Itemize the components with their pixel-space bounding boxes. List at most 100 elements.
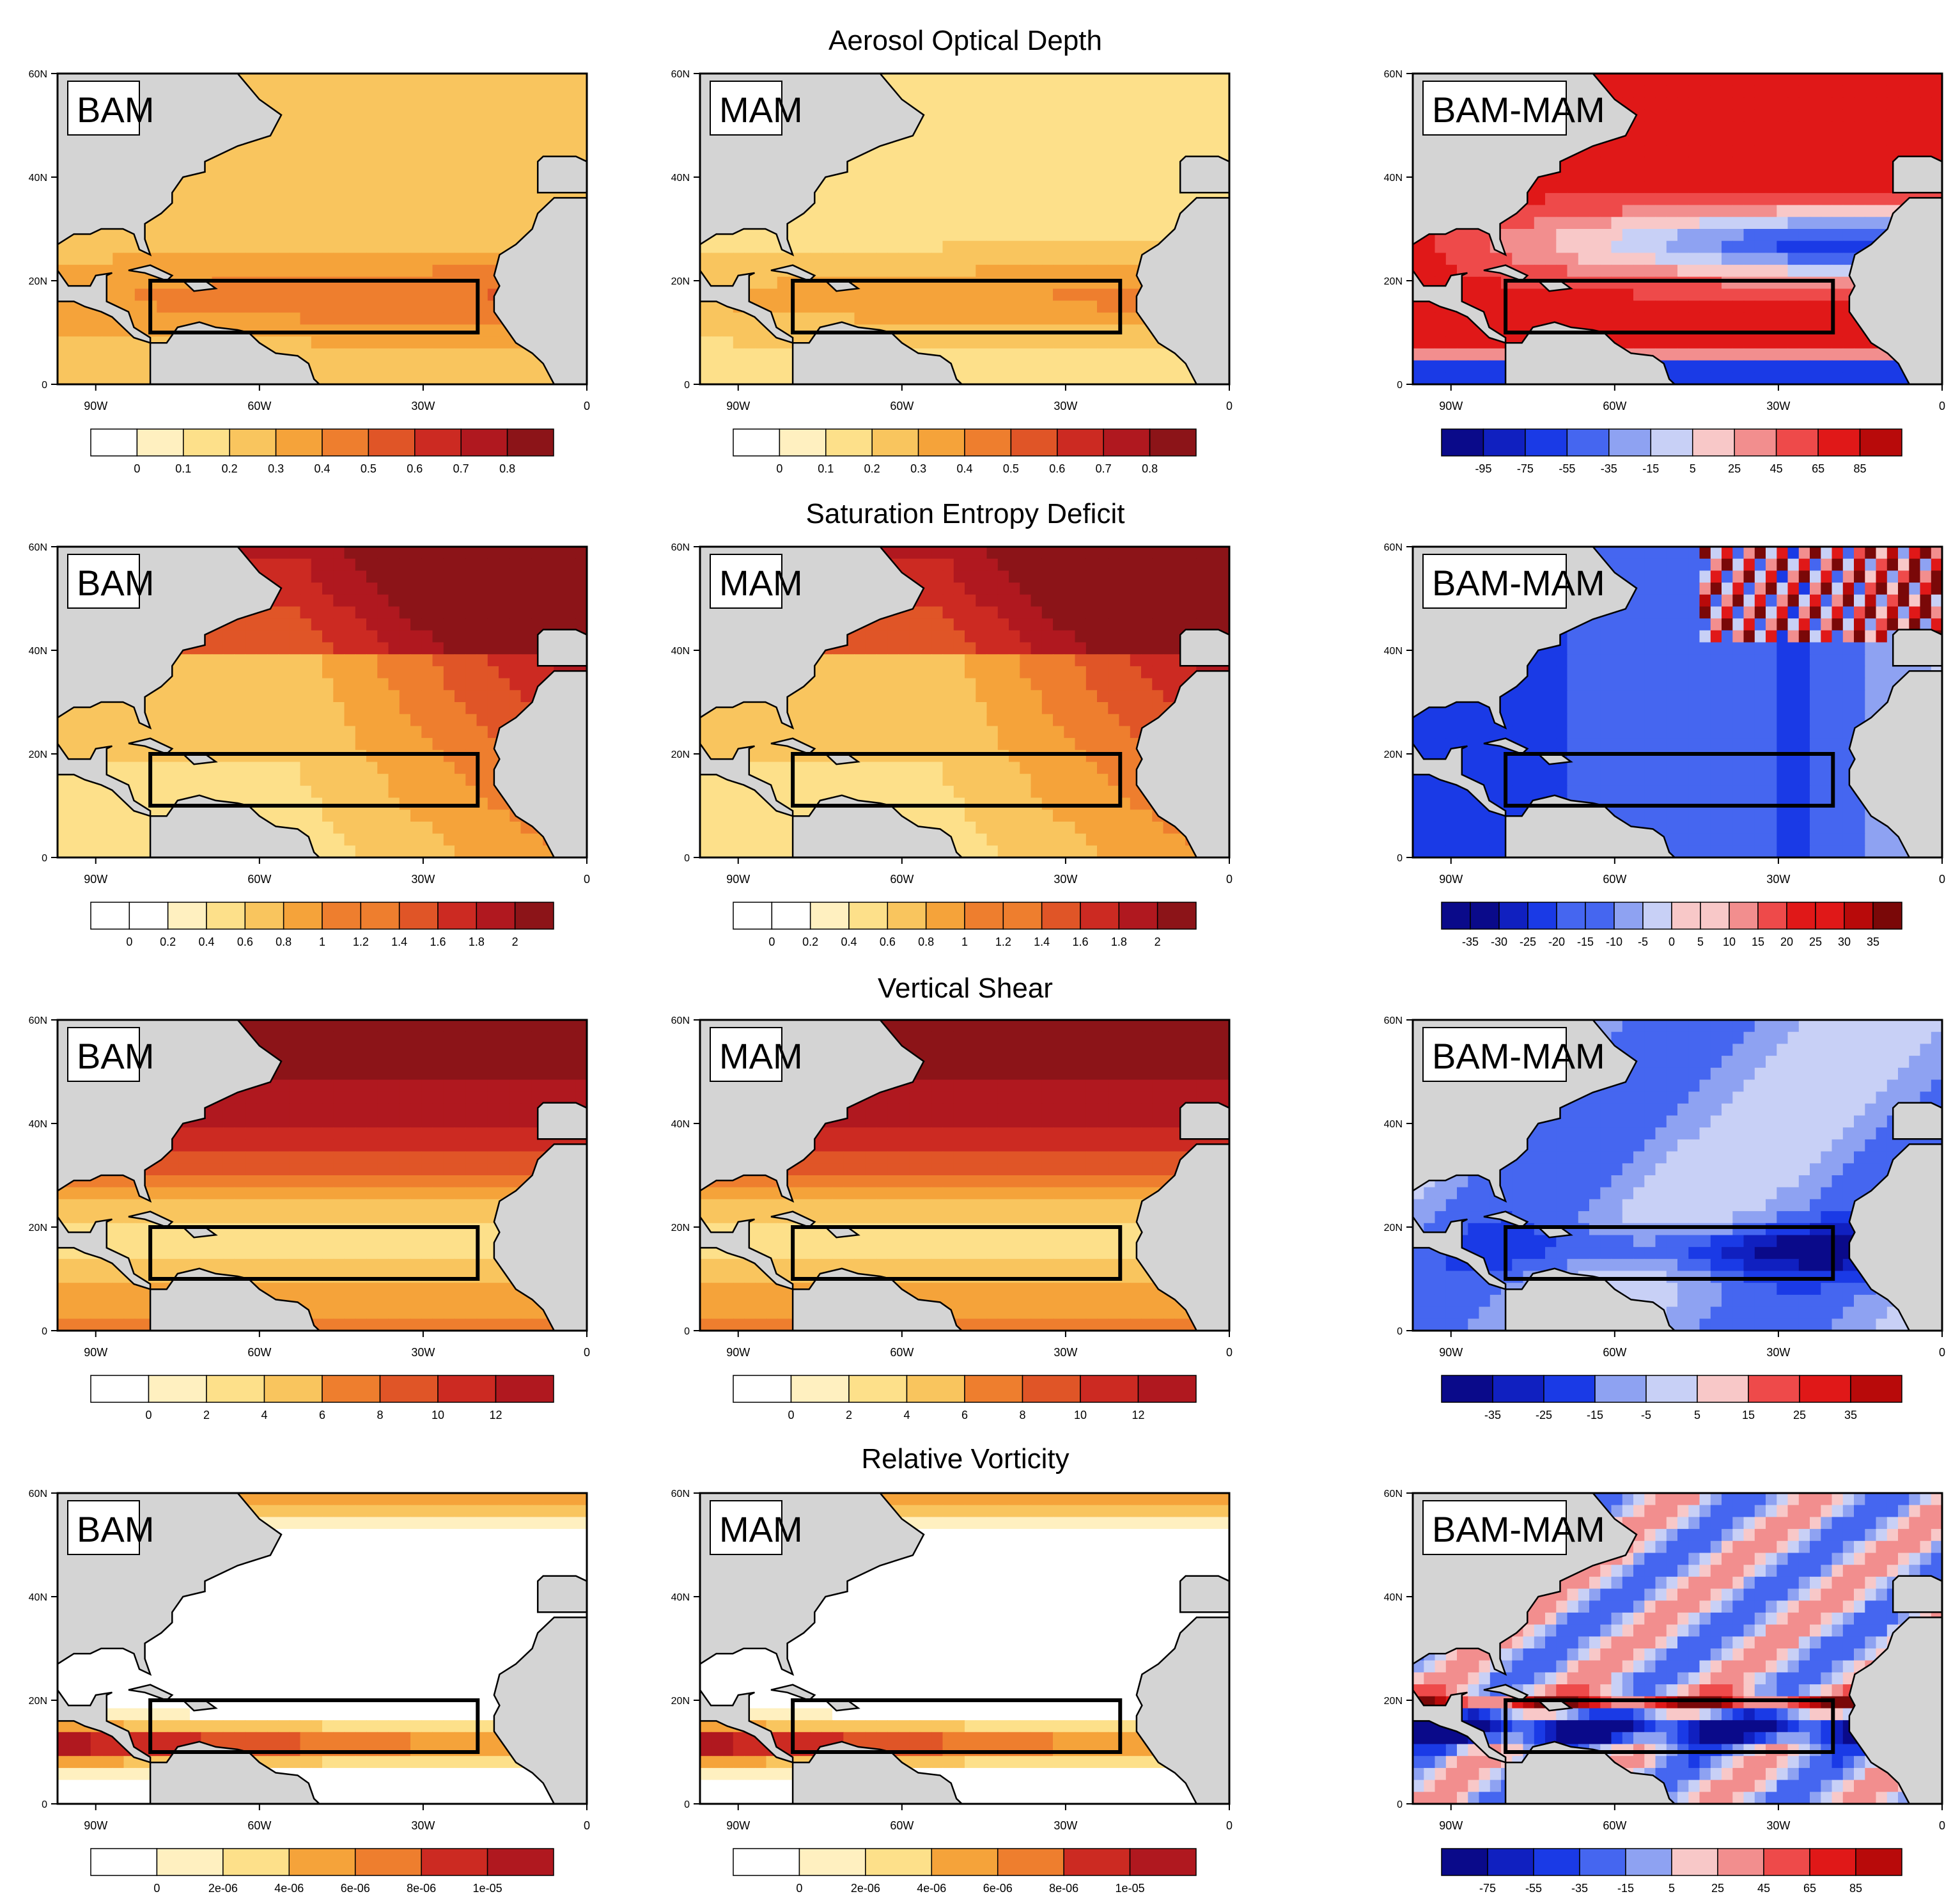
field-cell — [388, 360, 400, 373]
field-cell — [157, 253, 169, 265]
field-cell — [1141, 348, 1153, 361]
field-cell — [575, 606, 587, 619]
field-cell — [986, 74, 999, 86]
field-cell — [499, 372, 510, 385]
field-cell — [1031, 301, 1043, 313]
field-cell — [399, 762, 411, 774]
field-cell — [1722, 301, 1733, 313]
field-cell — [256, 654, 268, 667]
field-cell — [1777, 145, 1789, 158]
field-cell — [322, 785, 334, 799]
field-cell — [1854, 74, 1865, 86]
field-cell — [1732, 336, 1745, 349]
field-cell — [997, 240, 1009, 253]
field-cell — [410, 97, 422, 110]
field-cell — [366, 192, 378, 206]
field-cell — [1479, 336, 1491, 349]
field-cell — [1589, 288, 1601, 301]
field-cell — [1842, 145, 1855, 158]
field-cell — [167, 690, 180, 703]
field-cell — [1754, 301, 1766, 313]
field-cell — [300, 738, 312, 751]
field-cell — [377, 738, 389, 751]
field-cell — [388, 253, 400, 265]
field-cell — [953, 169, 965, 182]
field-cell — [1119, 157, 1131, 170]
field-cell — [190, 678, 201, 691]
field-cell — [854, 192, 866, 206]
field-cell — [300, 666, 312, 679]
field-cell — [1457, 372, 1468, 385]
field-cell — [476, 690, 488, 703]
field-cell — [1677, 85, 1689, 98]
field-cell — [234, 301, 245, 313]
field-cell — [1108, 85, 1120, 98]
field-cell — [355, 169, 367, 182]
field-cell — [421, 749, 433, 763]
field-cell — [1041, 97, 1054, 110]
field-cell — [333, 762, 345, 774]
field-cell — [744, 240, 756, 253]
field-cell — [1688, 85, 1700, 98]
field-cell — [543, 583, 554, 595]
field-cell — [1743, 312, 1755, 325]
field-cell — [134, 301, 146, 313]
field-cell — [1031, 276, 1043, 290]
field-cell — [388, 558, 400, 571]
field-cell — [289, 276, 301, 290]
field-cell — [421, 738, 433, 751]
field-cell — [1600, 181, 1612, 194]
field-cell — [355, 109, 367, 122]
field-cell — [113, 253, 125, 265]
field-cell — [399, 738, 411, 751]
field-cell — [487, 145, 499, 158]
field-cell — [986, 348, 999, 361]
field-cell — [722, 312, 734, 325]
field-cell — [399, 547, 411, 560]
field-cell — [1108, 145, 1120, 158]
field-cell — [520, 606, 533, 619]
field-cell — [267, 157, 279, 170]
field-cell — [976, 85, 988, 98]
field-cell — [355, 217, 367, 230]
field-cell — [465, 630, 478, 643]
field-cell — [190, 726, 201, 739]
field-cell — [1677, 121, 1689, 134]
field-cell — [1053, 253, 1064, 265]
field-cell — [410, 774, 422, 787]
field-cell — [366, 738, 378, 751]
field-cell — [212, 762, 224, 774]
field-cell — [1722, 157, 1733, 170]
field-cell — [344, 583, 356, 595]
field-cell — [300, 714, 312, 726]
field-cell — [1130, 192, 1142, 206]
field-cell — [1688, 121, 1700, 134]
field-cell — [201, 702, 213, 715]
field-cell — [1909, 121, 1921, 134]
field-cell — [1821, 372, 1833, 385]
field-cell — [1489, 360, 1502, 373]
field-cell — [1185, 97, 1197, 110]
field-cell — [1743, 372, 1755, 385]
field-cell — [234, 169, 245, 182]
field-cell — [388, 738, 400, 751]
field-cell — [1152, 109, 1164, 122]
field-cell — [344, 702, 356, 715]
field-cell — [388, 192, 400, 206]
field-cell — [1766, 74, 1777, 86]
field-cell — [1152, 157, 1164, 170]
field-cell — [1854, 348, 1865, 361]
field-cell — [1489, 301, 1502, 313]
field-cell — [509, 690, 522, 703]
field-cell — [1821, 205, 1833, 217]
field-cell — [245, 774, 257, 787]
field-cell — [554, 121, 566, 134]
field-cell — [455, 642, 466, 655]
field-cell — [333, 265, 345, 278]
field-cell — [520, 642, 533, 655]
field-cell — [344, 678, 356, 691]
field-cell — [212, 690, 224, 703]
field-cell — [123, 714, 136, 726]
field-cell — [909, 157, 921, 170]
field-cell — [432, 372, 444, 385]
